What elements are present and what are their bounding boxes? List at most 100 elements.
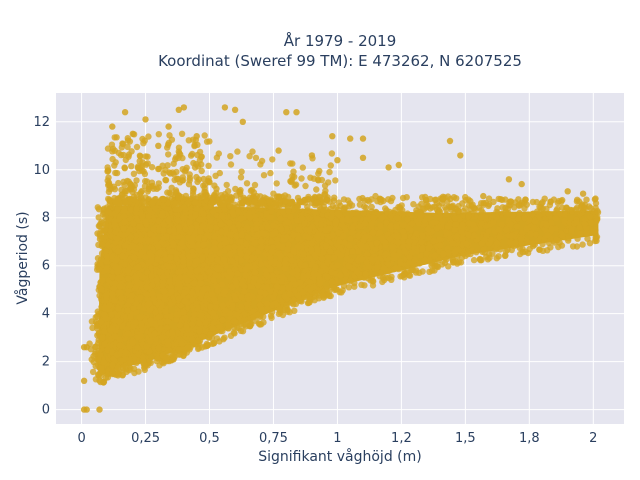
scatter-point [576,223,583,231]
scatter-point [226,219,233,227]
scatter-point [586,213,594,220]
scatter-point [176,245,183,252]
scatter-point [200,175,207,183]
scatter-point [406,259,413,266]
scatter-point [382,250,390,258]
scatter-point [342,204,349,211]
scatter-point [509,212,517,219]
scatter-point [196,319,203,327]
scatter-point [129,339,136,347]
scatter-point [122,156,129,164]
scatter-point [486,254,493,262]
scatter-point [189,191,197,198]
scatter-point [279,208,287,216]
scatter-point [242,271,249,279]
scatter-point [351,216,358,224]
scatter-point [175,346,183,353]
scatter-point [193,161,200,168]
scatter-point [314,232,321,240]
scatter-point [216,235,223,243]
scatter-point [435,256,443,264]
scatter-point [98,285,105,293]
scatter-point [193,173,200,181]
scatter-point [164,144,171,151]
scatter-point [518,180,525,188]
scatter-point [490,219,497,226]
scatter-point [198,167,205,175]
scatter-point [209,198,216,206]
scatter-point [142,177,149,185]
scatter-point [246,153,253,160]
scatter-point [201,286,208,293]
scatter-point [328,278,336,286]
scatter-point [433,214,440,221]
scatter-point [162,307,169,315]
scatter-point [193,133,200,140]
scatter-point [299,164,306,171]
scatter-point [112,159,119,166]
scatter-point [99,277,106,284]
scatter-point [133,205,140,212]
scatter-point [283,109,290,116]
scatter-point [480,192,487,200]
scatter-point [564,188,571,195]
scatter-point [426,257,433,264]
scatter-point [114,369,122,377]
x-axis-ticks: 0 0,25 0,5 0,75 1 1,2 1,5 1,8 2 [77,431,597,446]
scatter-point [165,151,172,158]
scatter-point [579,190,587,197]
scatter-point [399,228,407,235]
scatter-point [285,284,292,291]
scatter-point [211,239,219,247]
scatter-point [109,369,116,377]
scatter-point [515,196,522,203]
scatter-point [159,282,166,289]
scatter-point [221,104,229,111]
scatter-point [178,240,185,247]
scatter-point [286,309,293,316]
scatter-point [126,282,134,289]
scatter-point [179,214,187,222]
scatter-point [139,135,146,143]
scatter-point [137,236,145,243]
scatter-point [155,131,162,138]
scatter-point [248,254,256,261]
scatter-point [132,319,139,326]
scatter-point [405,238,413,245]
scatter-point [339,216,346,224]
scatter-point [146,307,153,314]
y-tick-label: 12 [33,115,50,130]
scatter-point [349,224,357,232]
scatter-point [98,365,106,372]
scatter-point [279,273,286,281]
scatter-point [552,215,559,222]
scatter-point [541,226,549,233]
scatter-point [561,211,568,218]
scatter-point [289,269,296,276]
scatter-point [417,252,424,259]
scatter-point [150,226,157,233]
scatter-point [264,223,271,231]
scatter-point [457,152,464,159]
scatter-point [338,289,345,296]
scatter-point [231,106,239,114]
scatter-point [231,201,238,208]
scatter-point [135,368,142,375]
scatter-point [131,354,138,362]
scatter-point [170,227,177,234]
scatter-point [312,290,319,297]
scatter-point [437,242,444,249]
scatter-point [412,267,420,274]
scatter-point [430,237,437,245]
scatter-point [212,172,219,179]
scatter-point [198,312,205,319]
scatter-point [452,221,459,228]
scatter-point [210,339,218,347]
scatter-point [165,216,172,224]
scatter-point [539,199,546,206]
scatter-point [227,231,234,238]
scatter-point [191,311,198,318]
scatter-point [176,274,184,281]
scatter-point [121,164,128,171]
scatter-point [129,130,136,137]
